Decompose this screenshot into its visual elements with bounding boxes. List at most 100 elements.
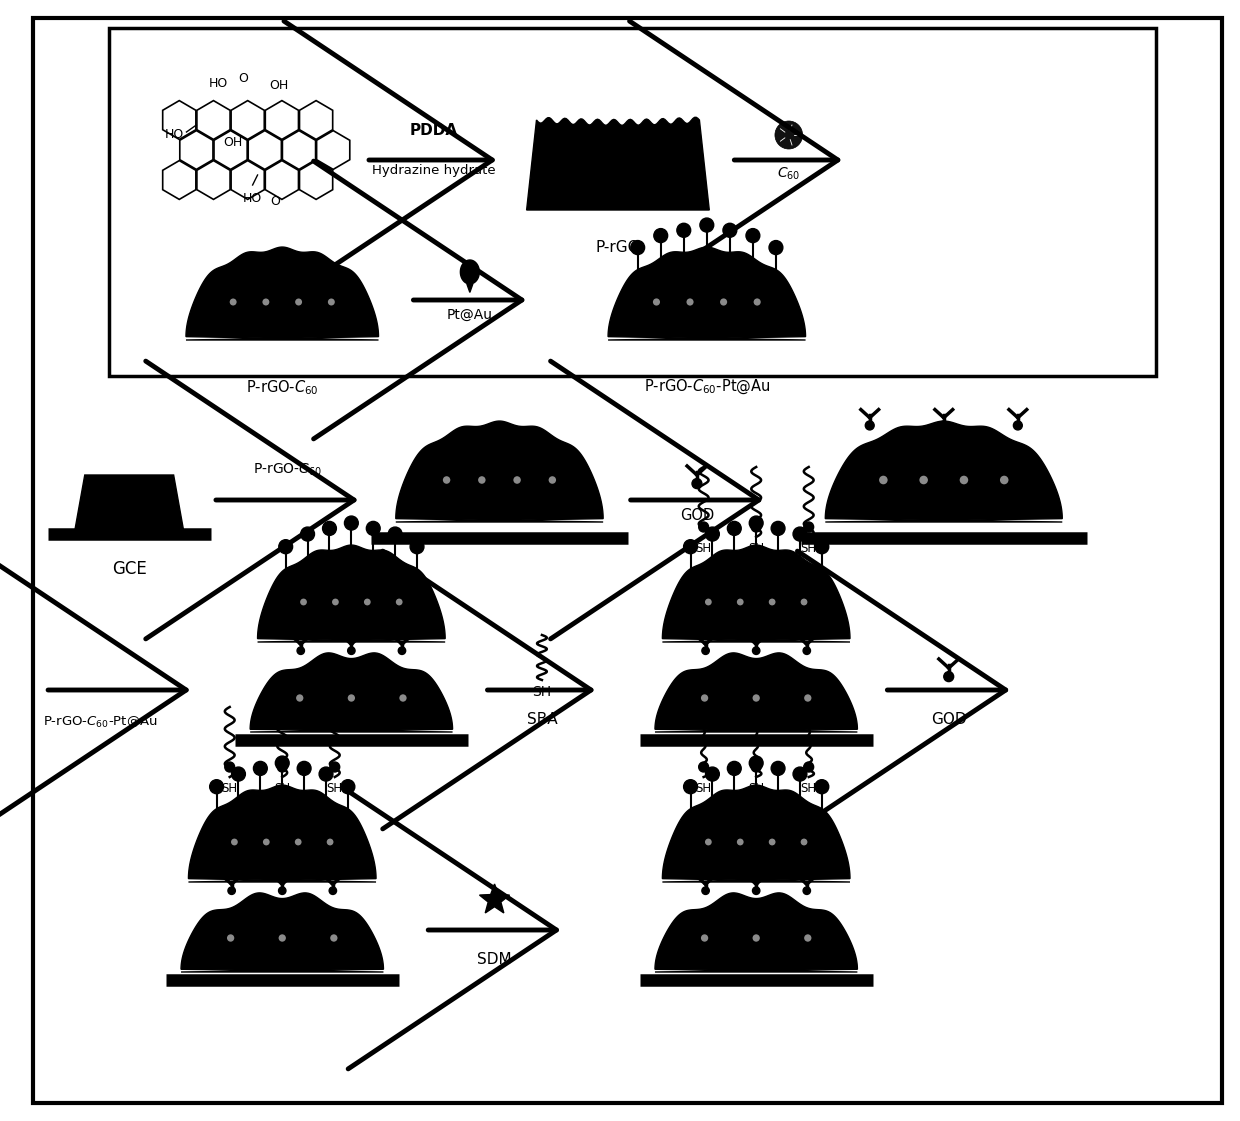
Polygon shape [826, 421, 1063, 522]
Circle shape [683, 780, 697, 794]
Polygon shape [74, 475, 184, 530]
Circle shape [399, 694, 407, 702]
Circle shape [631, 241, 645, 254]
Text: SH: SH [696, 782, 712, 795]
Circle shape [706, 767, 719, 781]
Text: P-rGO-$C_{60}$: P-rGO-$C_{60}$ [246, 378, 319, 397]
Polygon shape [258, 545, 445, 642]
Circle shape [720, 298, 727, 306]
Circle shape [940, 421, 949, 430]
Circle shape [751, 762, 761, 772]
Circle shape [723, 223, 737, 238]
Circle shape [347, 647, 355, 655]
Text: SH: SH [748, 782, 764, 795]
Circle shape [698, 522, 708, 532]
Text: SH: SH [222, 782, 238, 795]
Circle shape [653, 298, 660, 306]
Circle shape [653, 229, 667, 242]
Circle shape [737, 839, 744, 845]
Circle shape [769, 839, 775, 845]
Circle shape [263, 839, 269, 845]
Circle shape [919, 475, 928, 484]
Text: P-rGO-$C_{60}$-Pt@Au: P-rGO-$C_{60}$-Pt@Au [43, 715, 157, 730]
Circle shape [300, 599, 306, 605]
Circle shape [804, 762, 813, 772]
Circle shape [775, 121, 802, 149]
Circle shape [326, 839, 334, 845]
Circle shape [398, 647, 405, 655]
Circle shape [737, 599, 744, 605]
Circle shape [279, 887, 286, 895]
Circle shape [749, 756, 763, 770]
Text: SH: SH [532, 685, 552, 700]
Circle shape [210, 780, 223, 794]
Circle shape [699, 219, 714, 232]
Circle shape [253, 761, 268, 776]
Circle shape [295, 839, 301, 845]
Circle shape [345, 516, 358, 530]
Circle shape [347, 694, 355, 702]
Text: SH: SH [801, 782, 817, 795]
Circle shape [753, 694, 760, 702]
Text: Hydrazine hydrate: Hydrazine hydrate [372, 164, 495, 177]
Circle shape [396, 599, 403, 605]
Circle shape [298, 647, 305, 655]
Text: P-rGO: P-rGO [595, 240, 640, 254]
Text: SH: SH [696, 541, 712, 555]
Circle shape [701, 934, 708, 942]
Circle shape [999, 475, 1008, 484]
Circle shape [728, 521, 742, 536]
Circle shape [296, 694, 304, 702]
Circle shape [815, 780, 828, 794]
Circle shape [702, 647, 709, 655]
Circle shape [224, 762, 234, 772]
Circle shape [479, 476, 486, 484]
Circle shape [263, 298, 269, 306]
Polygon shape [480, 884, 510, 912]
Circle shape [794, 527, 807, 541]
Circle shape [805, 694, 811, 702]
Text: HO: HO [243, 192, 262, 205]
Circle shape [960, 475, 968, 484]
Circle shape [702, 887, 709, 895]
Circle shape [879, 475, 888, 484]
Text: SH: SH [326, 782, 342, 795]
Circle shape [319, 767, 332, 781]
Circle shape [801, 599, 807, 605]
Circle shape [794, 767, 807, 781]
Circle shape [410, 539, 424, 554]
Circle shape [805, 934, 811, 942]
Polygon shape [188, 785, 376, 882]
Circle shape [322, 521, 336, 536]
Polygon shape [527, 118, 709, 210]
Text: Pt@Au: Pt@Au [446, 308, 492, 322]
Circle shape [692, 479, 702, 489]
Polygon shape [250, 652, 453, 732]
Circle shape [728, 761, 742, 776]
Circle shape [279, 539, 293, 554]
Circle shape [332, 599, 339, 605]
Circle shape [753, 887, 760, 895]
Circle shape [769, 599, 775, 605]
Text: GOD: GOD [931, 712, 966, 728]
Text: PDDA: PDDA [409, 123, 458, 138]
Circle shape [701, 694, 708, 702]
Text: GOD: GOD [680, 508, 714, 524]
Circle shape [749, 516, 763, 530]
Polygon shape [181, 893, 383, 972]
Circle shape [363, 599, 371, 605]
Circle shape [278, 762, 288, 772]
Circle shape [683, 539, 697, 554]
Polygon shape [186, 247, 378, 340]
Circle shape [804, 887, 811, 895]
Circle shape [804, 522, 813, 532]
Circle shape [746, 229, 760, 242]
Circle shape [295, 298, 303, 306]
Circle shape [677, 223, 691, 238]
Circle shape [706, 599, 712, 605]
Polygon shape [655, 893, 857, 972]
Circle shape [815, 539, 828, 554]
Circle shape [298, 761, 311, 776]
Text: O: O [238, 72, 248, 85]
Text: P-rGO-$C_{60}$-Pt@Au: P-rGO-$C_{60}$-Pt@Au [644, 378, 770, 397]
